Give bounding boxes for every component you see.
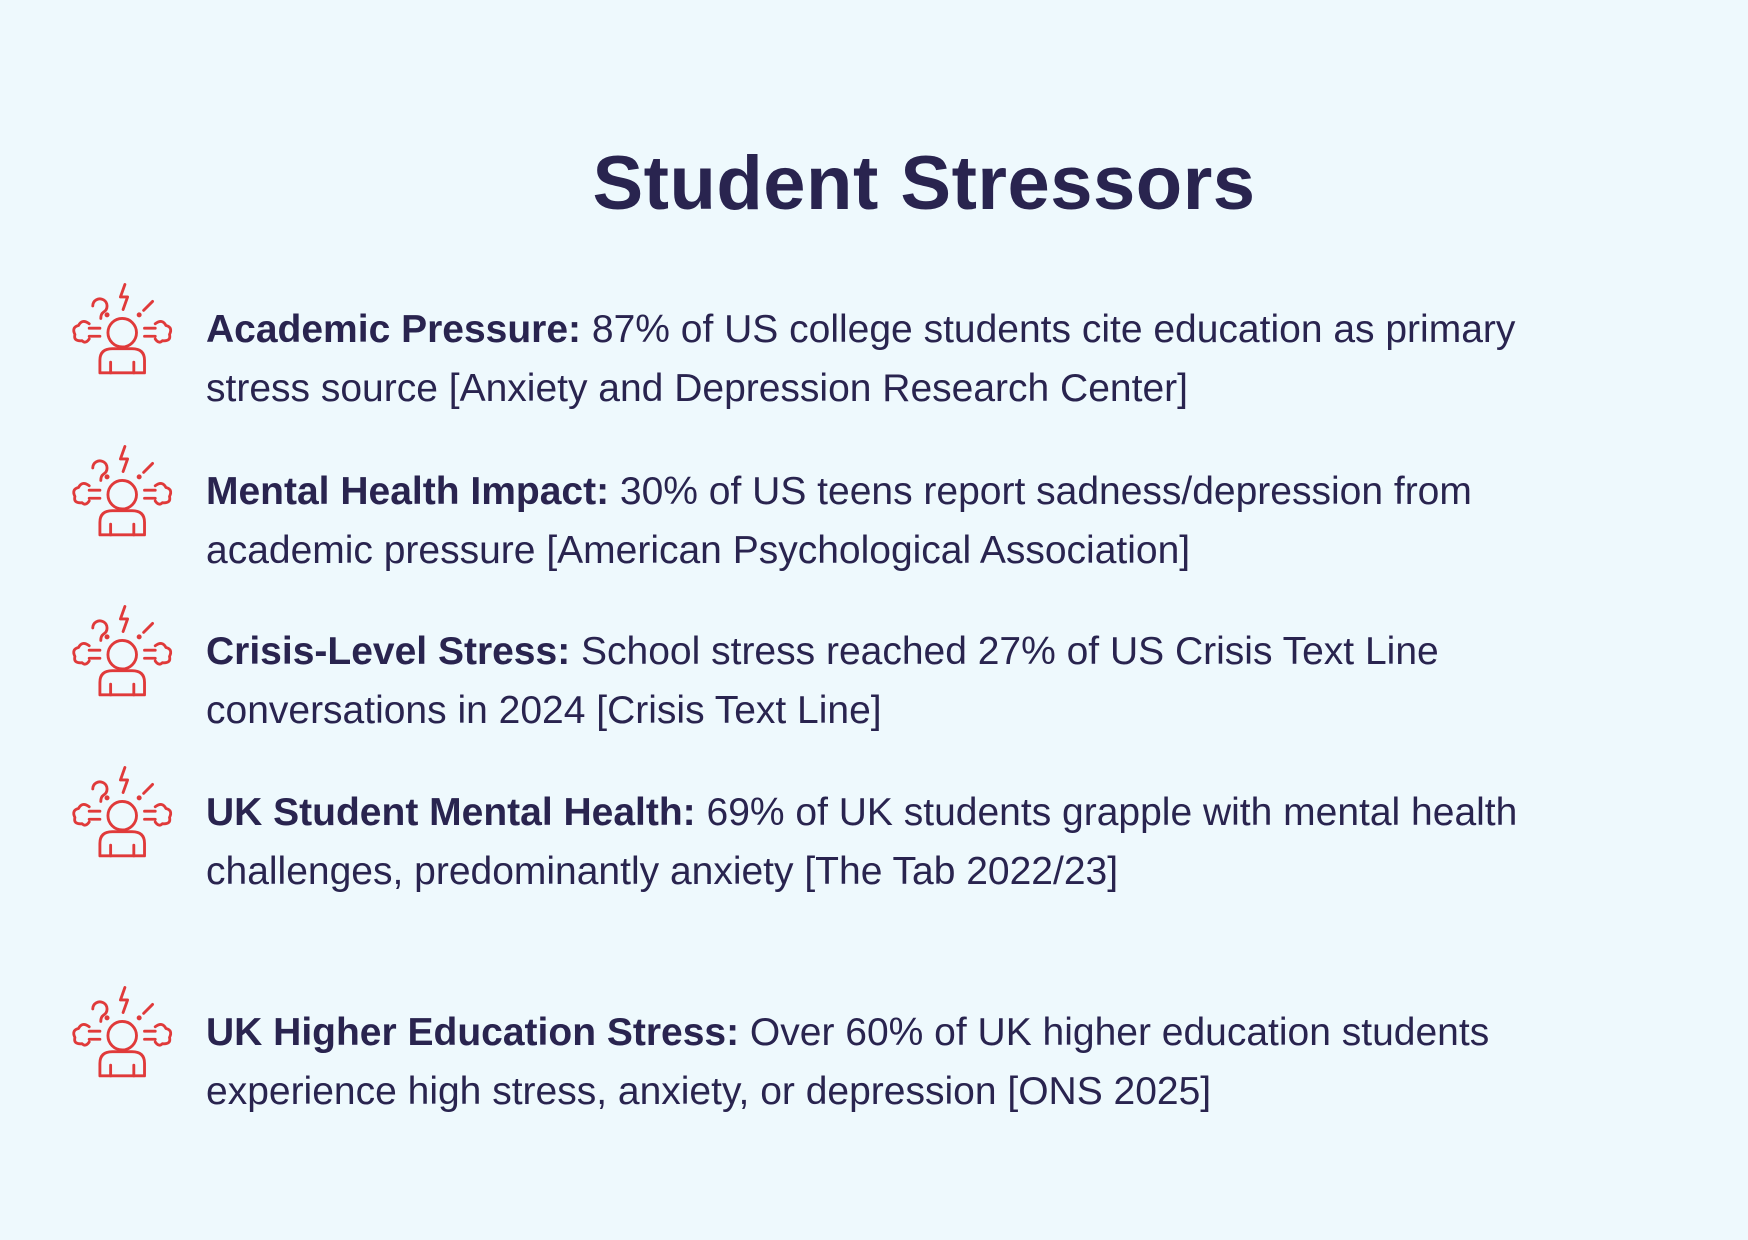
stressor-item: Mental Health Impact: 30% of US teens re… bbox=[66, 445, 1626, 580]
stressed-person-icon bbox=[66, 434, 182, 550]
stressor-item: UK Higher Education Stress: Over 60% of … bbox=[66, 986, 1626, 1121]
stressor-description: School stress reached 27% of US Crisis T… bbox=[206, 630, 1439, 732]
stressor-text: Academic Pressure: 87% of US college stu… bbox=[206, 300, 1626, 418]
stressor-text: Crisis-Level Stress: School stress reach… bbox=[206, 622, 1626, 740]
stressed-person-icon bbox=[66, 272, 182, 388]
stressor-text: Mental Health Impact: 30% of US teens re… bbox=[206, 462, 1626, 580]
stressor-text: UK Student Mental Health: 69% of UK stud… bbox=[206, 783, 1626, 901]
stressor-label: UK Student Mental Health: bbox=[206, 791, 696, 834]
stressor-description: 69% of UK students grapple with mental h… bbox=[206, 791, 1518, 893]
stressor-item: Academic Pressure: 87% of US college stu… bbox=[66, 283, 1626, 418]
stressor-label: UK Higher Education Stress: bbox=[206, 1011, 740, 1054]
stressed-person-icon bbox=[66, 975, 182, 1091]
page-title: Student Stressors bbox=[592, 141, 1256, 226]
stressed-person-icon bbox=[66, 755, 182, 871]
stressor-description: 87% of US college students cite educatio… bbox=[206, 308, 1516, 410]
stressor-label: Academic Pressure: bbox=[206, 308, 582, 351]
stressor-description: Over 60% of UK higher education students… bbox=[206, 1011, 1490, 1113]
stressor-description: 30% of US teens report sadness/depressio… bbox=[206, 470, 1472, 572]
stressor-label: Crisis-Level Stress: bbox=[206, 630, 571, 673]
stressor-text: UK Higher Education Stress: Over 60% of … bbox=[206, 1003, 1626, 1121]
stressor-label: Mental Health Impact: bbox=[206, 470, 610, 513]
stressed-person-icon bbox=[66, 594, 182, 710]
stressor-item: UK Student Mental Health: 69% of UK stud… bbox=[66, 766, 1626, 901]
stressor-item: Crisis-Level Stress: School stress reach… bbox=[66, 605, 1626, 740]
